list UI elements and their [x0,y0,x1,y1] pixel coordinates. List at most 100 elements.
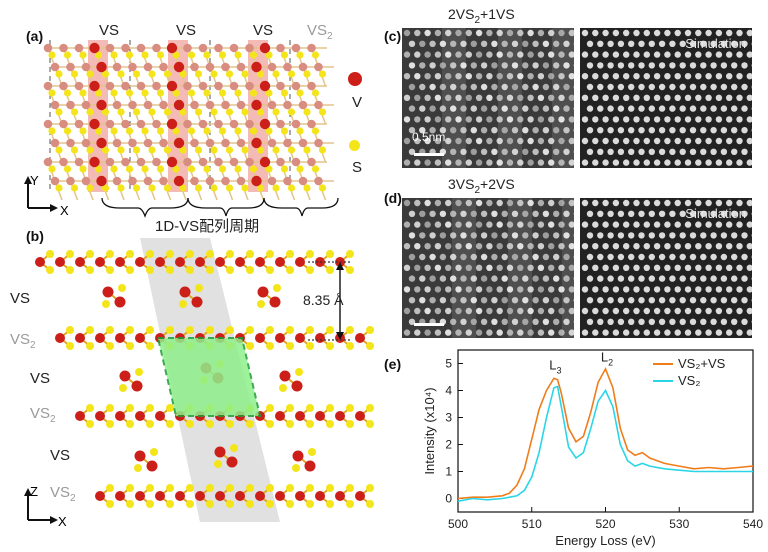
atom-column-spot [542,297,550,304]
atom-column-spot [623,73,630,80]
atom-column-spot [403,286,411,293]
atom-column-spot [741,232,748,239]
atom-column-spot [674,329,681,336]
atom-column-spot [669,40,676,47]
atom-column-spot [568,307,574,315]
atom-column-spot [568,199,574,207]
atom-column-spot [586,83,594,91]
row-label-6: VS2 [50,484,76,504]
atom-column-spot [736,307,743,315]
atom-column-spot [746,243,752,250]
atom-column-spot [563,40,570,47]
atom-column-spot [607,297,614,304]
s-atom [226,326,234,334]
atom-column-spot [643,51,650,58]
atom-column-spot [710,148,717,155]
atom-column-spot [414,94,421,102]
s-atom [272,184,280,192]
v-atom [43,157,53,167]
atom-column-spot [470,275,477,282]
s-atom [166,404,174,412]
atom-column-spot [408,127,416,134]
v-atom [205,138,215,148]
atom-column-spot [674,29,681,37]
s-atom [163,184,172,192]
atom-column-spot [553,62,560,69]
v-atom [214,119,223,129]
atom-column-spot [414,159,421,166]
atom-column-spot [414,329,421,336]
atom-column-spot [705,159,712,166]
atom-column-spot [403,329,411,336]
s-atom [266,266,274,274]
atom-column-spot [592,307,599,315]
atom-column-spot [548,29,555,37]
v-atom [81,176,91,186]
s-atom [326,326,334,334]
atom-column-spot [741,83,748,91]
atom-column-spot [511,62,519,69]
atom-column-spot [542,275,550,282]
atom-column-spot [419,232,426,239]
atom-column-spot [602,264,609,271]
atom-column-spot [496,243,503,250]
v-atom [214,43,223,53]
atom-column-spot [695,307,702,315]
atom-column-spot [720,62,728,69]
atom-column-spot [486,329,493,336]
s-atom [246,420,254,428]
atom-column-spot [414,73,421,80]
atom-column-spot [715,137,723,145]
atom-column-spot [542,210,550,217]
atom-column-spot [429,210,436,217]
v-atom [229,81,239,91]
atom-column-spot [638,127,645,134]
atom-column-spot [689,105,697,112]
atom-column-spot [558,199,565,207]
v-atom [143,138,153,148]
s-atom [218,51,227,59]
atom-column-spot [731,40,738,47]
atom-column-spot [617,232,625,239]
atom-column-spot [736,329,743,336]
s-atom [126,326,134,334]
v-atom [112,138,122,148]
x-tick-label: 540 [743,517,763,531]
atom-column-spot [486,243,493,250]
atom-column-spot [736,73,743,80]
atom-column-spot [424,159,431,166]
atom-column-spot [623,159,630,166]
s-atom [241,146,249,154]
atom-column-spot [710,127,717,134]
atom-column-spot [612,137,620,145]
atom-column-spot [664,29,671,37]
atom-column-spot [653,29,661,37]
atom-column-spot [705,29,712,37]
s-atom [318,108,327,116]
atom-column-spot [684,73,692,80]
atom-column-spot [617,253,625,261]
atom-column-spot [664,116,671,123]
atom-column-spot [537,137,545,145]
atom-column-spot [736,286,743,293]
atom-column-spot [522,318,529,325]
s-atom [203,89,211,97]
atom-column-spot [746,73,752,80]
atom-column-spot [700,127,707,134]
s-atom [311,89,320,97]
s-atom [203,51,211,59]
atom-column-spot [419,210,426,217]
s-atom [306,266,314,274]
atom-column-spot [511,40,519,47]
atom-column-spot [455,137,462,145]
atom-column-spot [563,83,570,91]
v-atom [128,100,137,110]
atom-column-spot [679,127,686,134]
v-atom [269,296,281,308]
s-atom [241,70,249,78]
atom-column-spot [434,199,442,207]
atom-column-spot [408,232,416,239]
atom-column-spot [643,221,650,228]
panel-b-label: (b) [26,228,44,244]
atom-column-spot [731,148,738,155]
